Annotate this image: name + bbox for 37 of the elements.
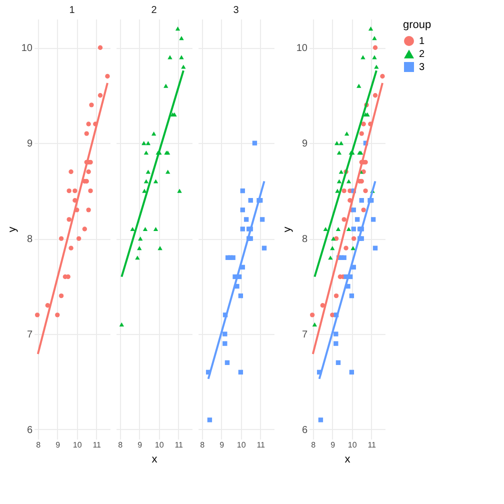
x-axis-title: x	[152, 454, 158, 466]
legend-label: 1	[419, 36, 425, 47]
x-tick-label: 9	[220, 440, 225, 450]
x-tick-label: 9	[330, 440, 336, 450]
x-tick-label: 8	[118, 440, 124, 450]
x-tick-label: 8	[311, 440, 316, 450]
x-tick-label: 10	[348, 440, 358, 450]
y-tick-label: 8	[26, 234, 33, 246]
y-tick-label: 10	[296, 43, 308, 54]
y-tick-label: 9	[302, 138, 308, 150]
x-tick-label: 8	[200, 440, 206, 450]
x-tick-label: 9	[138, 440, 143, 450]
y-tick-label: 7	[302, 330, 308, 340]
y-tick-label: 8	[302, 234, 308, 246]
y-tick-label: 10	[21, 43, 33, 54]
x-axis-title: x	[344, 454, 351, 466]
x-tick-label: 11	[368, 440, 377, 450]
legend-label: 3	[419, 62, 425, 73]
x-tick-label: 11	[92, 440, 102, 450]
x-tick-label: 10	[154, 440, 164, 450]
y-tick-label: 6	[26, 424, 33, 436]
chart-title: 2	[151, 5, 158, 16]
y-axis-title: y	[6, 226, 18, 232]
chart-title: 3	[233, 5, 240, 16]
y-axis-title: y	[281, 226, 294, 232]
x-tick-label: 10	[236, 440, 246, 450]
x-tick-label: 11	[256, 440, 266, 450]
legend-label: 2	[419, 49, 425, 60]
chart-title: 1	[69, 5, 76, 16]
legend-title: group	[403, 19, 432, 31]
x-tick-label: 11	[174, 440, 184, 450]
x-tick-label: 10	[72, 440, 82, 450]
y-tick-label: 9	[26, 138, 33, 150]
x-tick-label: 9	[56, 440, 61, 450]
y-tick-label: 7	[26, 330, 33, 340]
x-tick-label: 8	[36, 440, 42, 450]
y-tick-label: 6	[302, 424, 308, 436]
